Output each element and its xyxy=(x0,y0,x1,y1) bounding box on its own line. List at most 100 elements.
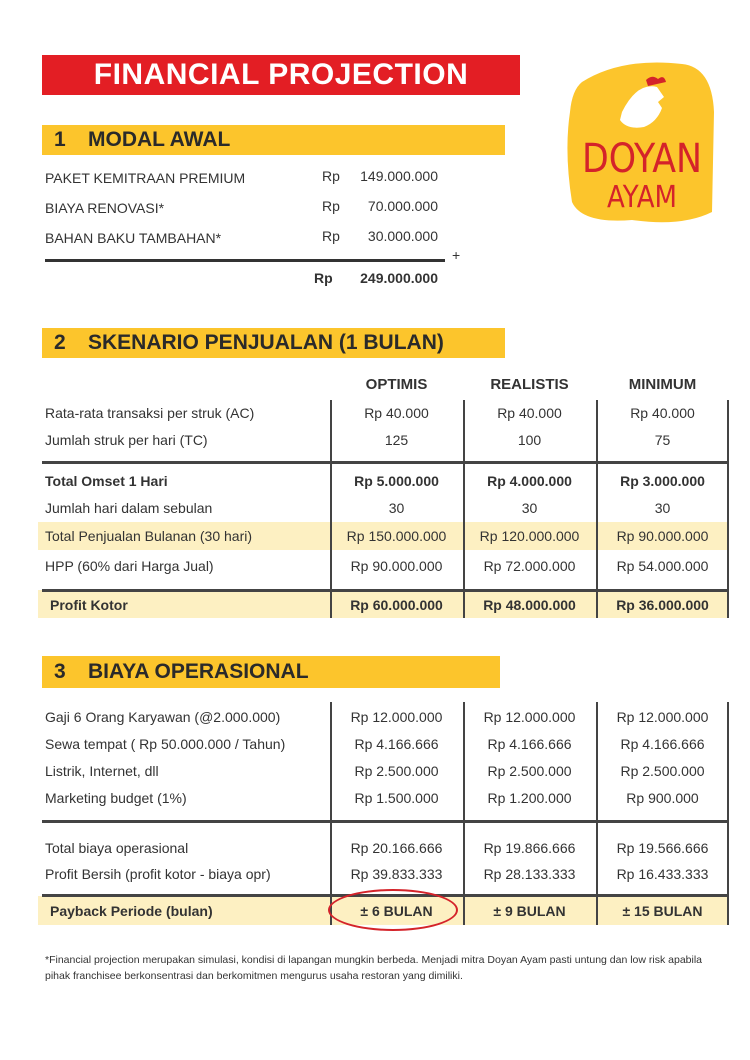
cost-amount: 70.000.000 xyxy=(367,198,438,214)
highlight-row-bg xyxy=(38,590,728,618)
row-value: Rp 72.000.000 xyxy=(483,558,576,574)
row-value: Rp 19.866.666 xyxy=(483,840,576,856)
row-label: Rata-rata transaksi per struk (AC) xyxy=(45,405,255,421)
column-divider xyxy=(463,702,465,925)
cost-amount: 30.000.000 xyxy=(367,228,438,244)
sum-line xyxy=(45,259,445,262)
row-value: Rp 2.500.000 xyxy=(354,763,439,779)
highlight-circle xyxy=(328,889,458,931)
section-skenario-header: 2 SKENARIO PENJUALAN (1 BULAN) xyxy=(42,328,505,358)
cost-label: BAHAN BAKU TAMBAHAN* xyxy=(45,230,222,246)
row-value: 100 xyxy=(517,432,542,448)
section-number: 2 xyxy=(54,331,66,354)
row-value: Rp 12.000.000 xyxy=(483,709,576,725)
row-label: Listrik, Internet, dll xyxy=(45,763,159,779)
row-value: Rp 40.000 xyxy=(497,405,562,421)
cost-currency: Rp xyxy=(322,168,340,184)
row-label: Total biaya operasional xyxy=(45,840,189,856)
cost-label: BIAYA RENOVASI* xyxy=(45,200,165,216)
cost-currency: Rp xyxy=(322,198,340,214)
row-value: Rp 4.166.666 xyxy=(620,736,705,752)
row-value: Rp 1.200.000 xyxy=(487,790,572,806)
row-value: Rp 36.000.000 xyxy=(616,597,709,613)
row-value: 75 xyxy=(654,432,671,448)
row-label: Jumlah hari dalam sebulan xyxy=(45,500,213,516)
column-divider xyxy=(330,702,332,925)
row-value: Rp 54.000.000 xyxy=(616,558,709,574)
row-value: ± 9 BULAN xyxy=(493,903,566,919)
column-divider xyxy=(330,400,332,618)
modal-total: 249.000.000 xyxy=(360,270,438,286)
row-divider xyxy=(42,820,728,823)
section-operasional-header: 3 BIAYA OPERASIONAL xyxy=(42,656,500,688)
row-value: Rp 2.500.000 xyxy=(620,763,705,779)
row-value: 30 xyxy=(521,500,538,516)
total-currency: Rp xyxy=(314,270,333,286)
row-value: Rp 5.000.000 xyxy=(354,473,439,489)
column-header-optimis: OPTIMIS xyxy=(365,376,428,393)
row-value: Rp 20.166.666 xyxy=(350,840,443,856)
highlight-row-bg xyxy=(38,522,728,550)
row-value: Rp 40.000 xyxy=(630,405,695,421)
column-divider xyxy=(596,702,598,925)
row-value: Rp 1.500.000 xyxy=(354,790,439,806)
section-number: 3 xyxy=(54,660,66,683)
row-value: Rp 2.500.000 xyxy=(487,763,572,779)
row-label: Jumlah struk per hari (TC) xyxy=(45,432,208,448)
section-title: SKENARIO PENJUALAN (1 BULAN) xyxy=(88,331,444,354)
row-value: Rp 40.000 xyxy=(364,405,429,421)
column-divider xyxy=(727,400,729,618)
row-value: Rp 120.000.000 xyxy=(479,528,580,544)
row-value: Rp 4.166.666 xyxy=(354,736,439,752)
row-value: 30 xyxy=(388,500,405,516)
row-value: Rp 3.000.000 xyxy=(620,473,705,489)
row-label: HPP (60% dari Harga Jual) xyxy=(45,558,214,574)
row-value: Rp 16.433.333 xyxy=(616,866,709,882)
column-divider xyxy=(463,400,465,618)
row-value: Rp 150.000.000 xyxy=(346,528,447,544)
row-value: Rp 4.000.000 xyxy=(487,473,572,489)
row-value: Rp 900.000 xyxy=(626,790,699,806)
row-value: 30 xyxy=(654,500,671,516)
row-label: Sewa tempat ( Rp 50.000.000 / Tahun) xyxy=(45,736,286,752)
row-label: Total Omset 1 Hari xyxy=(45,473,168,489)
page-title: FINANCIAL PROJECTION xyxy=(42,55,520,95)
cost-currency: Rp xyxy=(322,228,340,244)
footnote: *Financial projection merupakan simulasi… xyxy=(45,954,703,982)
svg-text:DOYAN: DOYAN xyxy=(582,136,702,182)
row-value: Rp 90.000.000 xyxy=(350,558,443,574)
column-header-realistis: REALISTIS xyxy=(490,376,569,393)
row-label: Profit Kotor xyxy=(50,597,128,613)
row-label: Gaji 6 Orang Karyawan (@2.000.000) xyxy=(45,709,281,725)
row-label: Total Penjualan Bulanan (30 hari) xyxy=(45,528,253,544)
column-divider xyxy=(596,400,598,618)
row-value: Rp 28.133.333 xyxy=(483,866,576,882)
row-label: Marketing budget (1%) xyxy=(45,790,187,806)
row-value: 125 xyxy=(384,432,409,448)
svg-text:AYAM: AYAM xyxy=(607,180,677,215)
section-modal-awal-header: 1 MODAL AWAL xyxy=(42,125,505,155)
column-header-minimum: MINIMUM xyxy=(628,376,697,393)
section-title: BIAYA OPERASIONAL xyxy=(88,660,309,683)
row-value: Rp 19.566.666 xyxy=(616,840,709,856)
cost-amount: 149.000.000 xyxy=(360,168,438,184)
row-value: Rp 4.166.666 xyxy=(487,736,572,752)
row-value: Rp 48.000.000 xyxy=(483,597,576,613)
section-number: 1 xyxy=(54,128,66,151)
row-label: Payback Periode (bulan) xyxy=(50,903,213,919)
row-label: Profit Bersih (profit kotor - biaya opr) xyxy=(45,866,271,882)
section-title: MODAL AWAL xyxy=(88,128,231,151)
row-divider xyxy=(42,461,728,464)
row-divider xyxy=(42,589,728,592)
row-value: Rp 39.833.333 xyxy=(350,866,443,882)
cost-label: PAKET KEMITRAAN PREMIUM xyxy=(45,170,246,186)
row-value: ± 15 BULAN xyxy=(622,903,703,919)
row-value: Rp 90.000.000 xyxy=(616,528,709,544)
doyan-ayam-logo: DOYAN AYAM xyxy=(567,62,714,223)
row-value: Rp 12.000.000 xyxy=(350,709,443,725)
row-value: Rp 12.000.000 xyxy=(616,709,709,725)
plus-sign: + xyxy=(452,247,461,263)
column-divider xyxy=(727,702,729,925)
row-value: Rp 60.000.000 xyxy=(350,597,443,613)
